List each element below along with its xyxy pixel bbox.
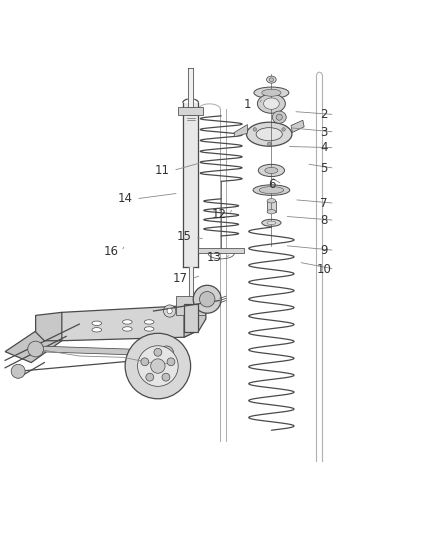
Circle shape bbox=[146, 373, 154, 381]
Polygon shape bbox=[35, 312, 62, 341]
Ellipse shape bbox=[92, 321, 102, 326]
Ellipse shape bbox=[145, 327, 154, 331]
Text: 16: 16 bbox=[103, 245, 118, 258]
Ellipse shape bbox=[254, 87, 289, 99]
Ellipse shape bbox=[258, 94, 286, 113]
Text: 6: 6 bbox=[268, 178, 275, 191]
Text: 11: 11 bbox=[155, 164, 170, 177]
Ellipse shape bbox=[92, 328, 102, 332]
Ellipse shape bbox=[267, 76, 276, 83]
Text: 15: 15 bbox=[177, 230, 191, 243]
Circle shape bbox=[253, 128, 257, 131]
Circle shape bbox=[282, 128, 285, 131]
Ellipse shape bbox=[272, 111, 286, 123]
Circle shape bbox=[11, 364, 25, 378]
Circle shape bbox=[138, 346, 178, 386]
Polygon shape bbox=[44, 306, 199, 341]
Ellipse shape bbox=[264, 98, 279, 109]
Polygon shape bbox=[35, 346, 166, 356]
Ellipse shape bbox=[262, 220, 281, 227]
Circle shape bbox=[167, 309, 172, 313]
Ellipse shape bbox=[193, 285, 221, 313]
Circle shape bbox=[159, 346, 173, 360]
Ellipse shape bbox=[269, 78, 274, 82]
Polygon shape bbox=[184, 302, 206, 337]
Text: 5: 5 bbox=[320, 161, 328, 175]
Text: 3: 3 bbox=[320, 126, 328, 139]
Text: 14: 14 bbox=[118, 192, 133, 205]
Circle shape bbox=[268, 142, 271, 146]
Ellipse shape bbox=[253, 185, 290, 195]
Polygon shape bbox=[5, 331, 62, 362]
Text: 8: 8 bbox=[320, 214, 328, 227]
Text: 1: 1 bbox=[244, 98, 251, 110]
Ellipse shape bbox=[145, 320, 154, 324]
Circle shape bbox=[141, 358, 149, 366]
Ellipse shape bbox=[123, 320, 132, 324]
Bar bbox=[178, 107, 203, 115]
Ellipse shape bbox=[267, 221, 276, 224]
Text: 4: 4 bbox=[320, 141, 328, 154]
Circle shape bbox=[151, 359, 165, 373]
Circle shape bbox=[125, 333, 191, 399]
Circle shape bbox=[162, 373, 170, 381]
Text: 10: 10 bbox=[316, 263, 331, 276]
Circle shape bbox=[167, 358, 175, 366]
Polygon shape bbox=[234, 125, 247, 137]
Circle shape bbox=[154, 349, 162, 356]
Ellipse shape bbox=[256, 128, 283, 141]
Ellipse shape bbox=[262, 89, 281, 96]
Text: 7: 7 bbox=[320, 197, 328, 209]
Text: 12: 12 bbox=[212, 208, 226, 222]
Ellipse shape bbox=[247, 122, 292, 146]
Text: 13: 13 bbox=[206, 251, 221, 264]
Bar bbox=[198, 248, 244, 253]
Ellipse shape bbox=[200, 292, 215, 307]
Text: 9: 9 bbox=[320, 244, 328, 257]
Ellipse shape bbox=[258, 164, 285, 176]
Ellipse shape bbox=[267, 199, 276, 203]
Ellipse shape bbox=[123, 327, 132, 331]
Polygon shape bbox=[291, 120, 304, 133]
Ellipse shape bbox=[265, 167, 278, 174]
Bar bbox=[177, 296, 205, 316]
Bar bbox=[184, 304, 198, 332]
Circle shape bbox=[28, 341, 43, 357]
Ellipse shape bbox=[163, 305, 176, 317]
Ellipse shape bbox=[267, 209, 276, 214]
Text: 2: 2 bbox=[320, 108, 328, 121]
Bar bbox=[267, 201, 276, 212]
Text: 17: 17 bbox=[173, 272, 188, 285]
Ellipse shape bbox=[276, 114, 283, 120]
Ellipse shape bbox=[259, 187, 284, 193]
Circle shape bbox=[148, 353, 159, 364]
